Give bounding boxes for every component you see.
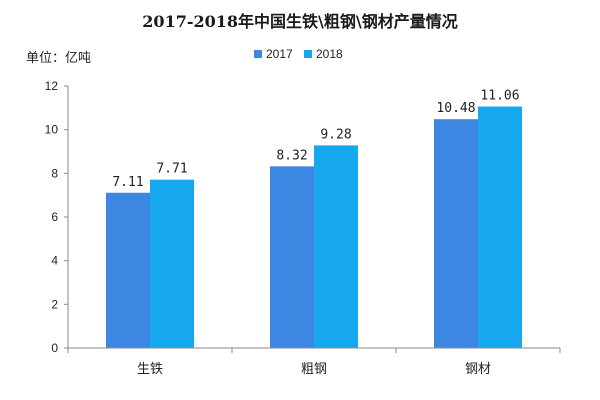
chart-title: 2017-2018年中国生铁\粗钢\钢材产量情况 [142,12,457,31]
x-category-label: 粗钢 [301,362,327,377]
legend-swatch-2018 [304,50,312,58]
bar-2017-1 [106,192,150,348]
y-tick-label: 0 [51,341,58,355]
legend-swatch-2017 [254,50,262,58]
legend-label-2018: 2018 [316,47,343,61]
data-label-2017-3: 10.48 [436,101,475,116]
data-label-2018-1: 7.71 [156,162,187,177]
legend-label-2017: 2017 [266,47,293,61]
y-axis-unit-label: 单位：亿吨 [26,51,91,66]
bar-2018-1 [150,179,194,348]
legend: 2017 2018 [254,47,343,61]
data-label-2017-1: 7.11 [112,175,143,190]
data-label-2018-2: 9.28 [320,127,351,142]
y-tick-label: 12 [45,79,59,93]
y-axis: 0 2 4 6 8 10 12 [45,79,69,355]
y-tick-label: 10 [45,123,59,137]
bars [106,106,522,348]
data-labels: 7.11 7.71 8.32 9.28 10.48 11.06 [112,89,519,190]
x-category-label: 生铁 [137,362,163,377]
y-tick-label: 6 [51,210,58,224]
y-tick-label: 2 [51,297,58,311]
bar-2017-2 [270,166,314,348]
x-axis: 生铁 粗钢 钢材 [67,347,561,377]
data-label-2017-2: 8.32 [276,148,307,163]
bar-2017-3 [434,119,478,348]
data-label-2018-3: 11.06 [480,89,519,104]
bar-2018-3 [478,106,522,348]
y-tick-label: 8 [51,166,58,180]
x-category-label: 钢材 [465,362,491,377]
y-tick-label: 4 [51,254,58,268]
bar-2018-2 [314,145,358,348]
